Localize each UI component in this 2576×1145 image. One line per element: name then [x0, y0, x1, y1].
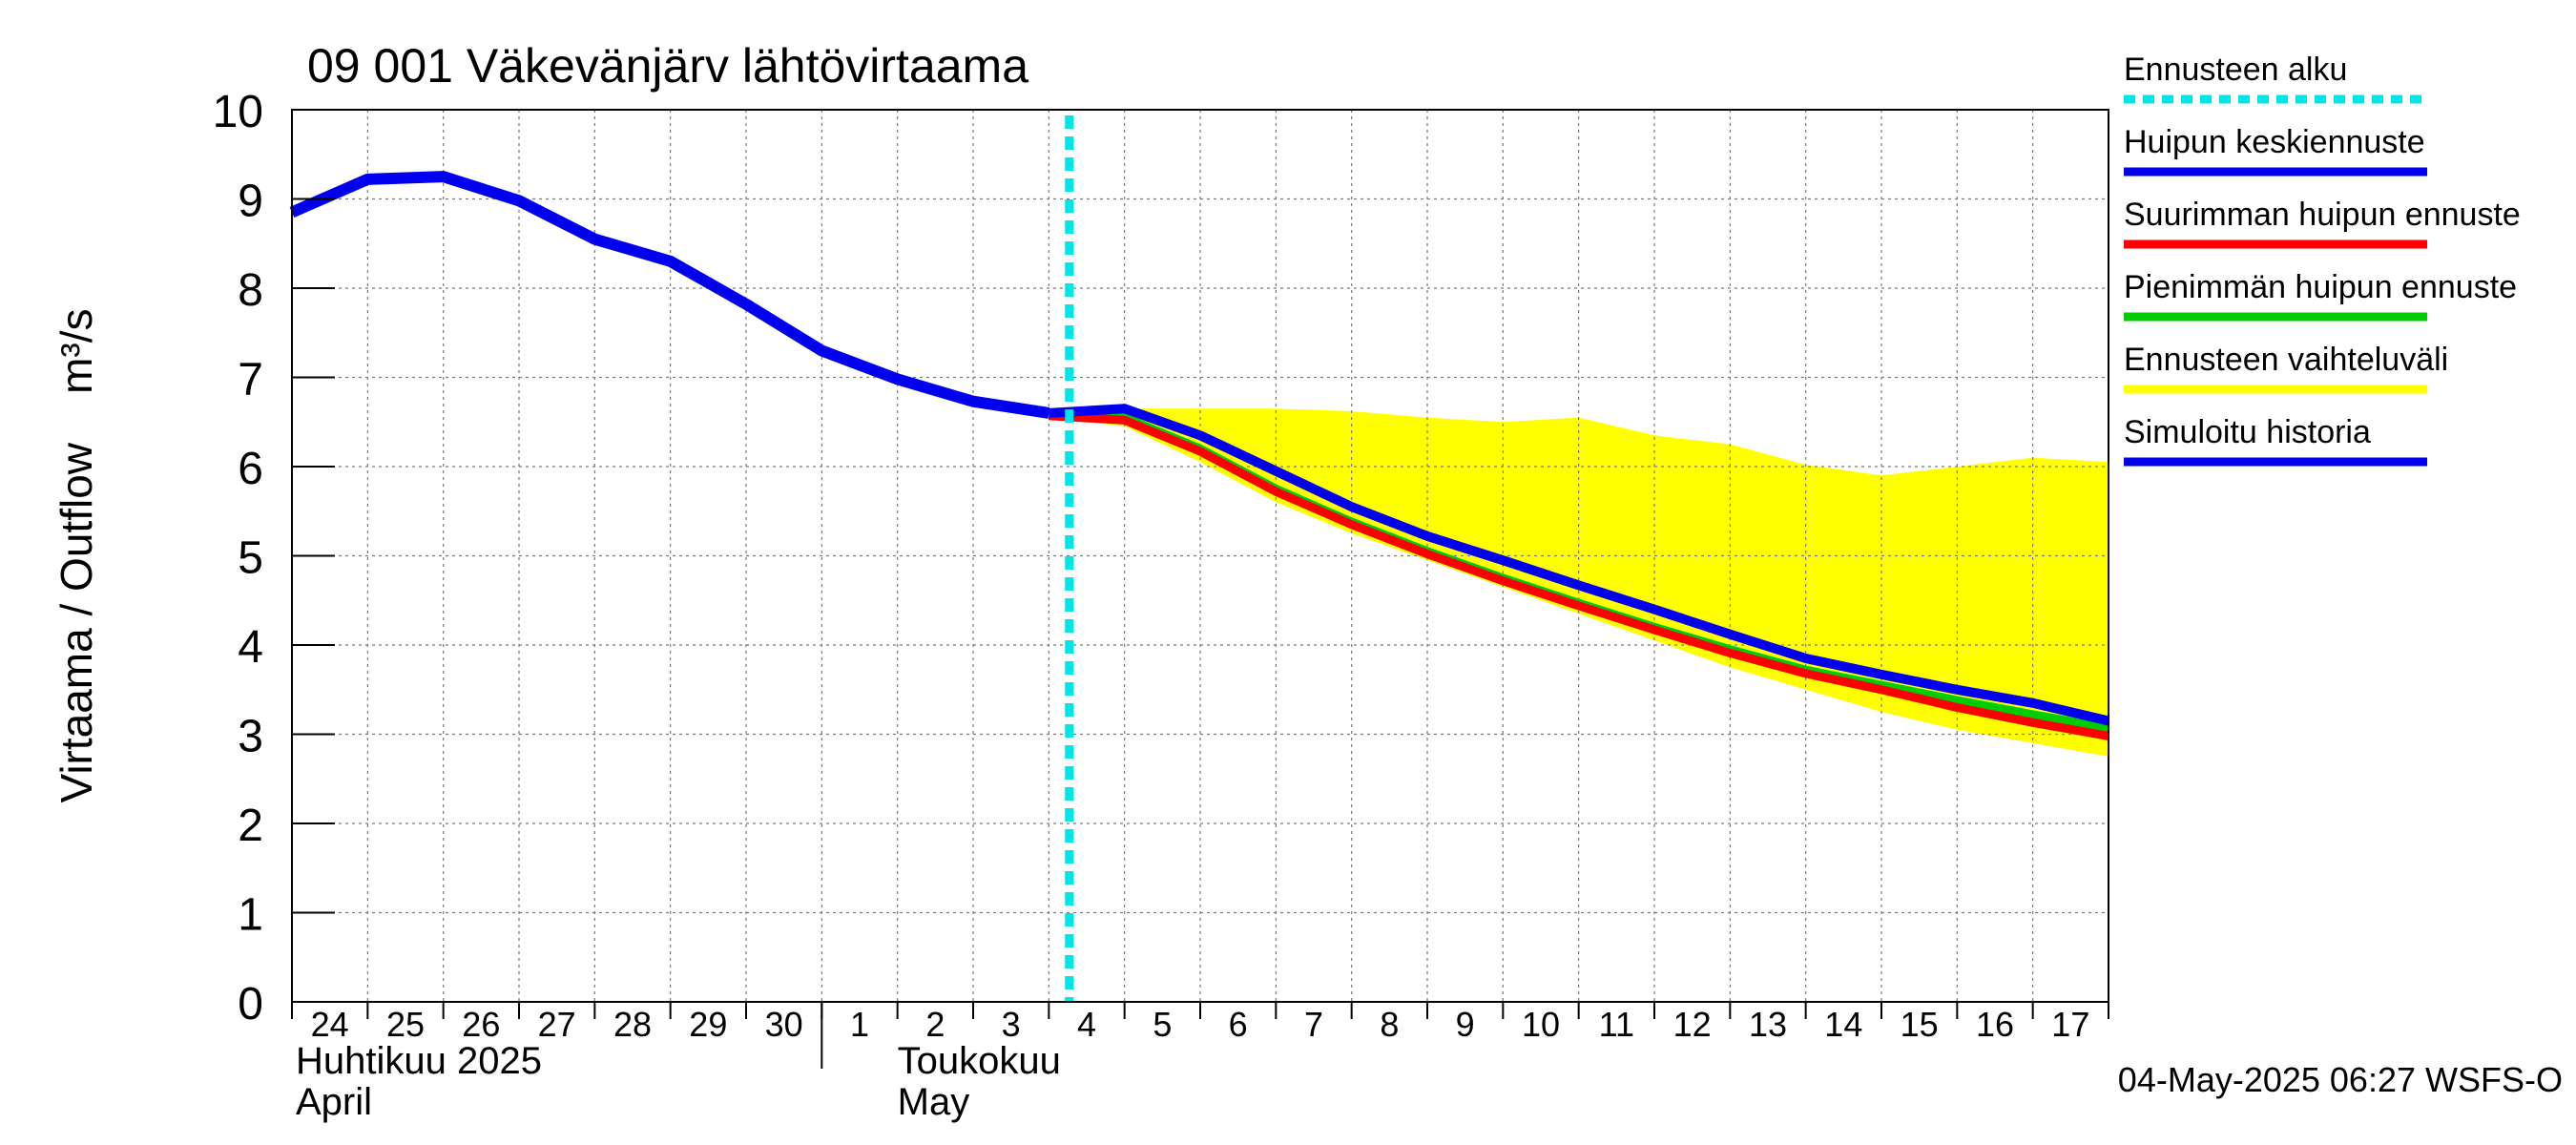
x-tick-label: 27 [538, 1005, 576, 1044]
legend-label: Ennusteen alku [2124, 52, 2347, 88]
series-layer [289, 171, 2110, 740]
chart-title: 09 001 Väkevänjärv lähtövirtaama [307, 39, 1028, 93]
series-line-simuloitu-historia [289, 171, 1050, 419]
month-label-fi: Toukokuu [898, 1040, 1061, 1082]
y-tick-label: 1 [238, 890, 263, 941]
x-tick-label: 1 [850, 1005, 869, 1044]
x-tick-label: 2 [925, 1005, 945, 1044]
x-tick-label: 24 [311, 1005, 349, 1044]
y-tick-label: 2 [238, 801, 263, 851]
grid-layer [292, 110, 2109, 1002]
legend-label: Huipun keskiennuste [2124, 124, 2425, 160]
legend-label: Simuloitu historia [2124, 414, 2371, 450]
x-tick-label: 16 [1976, 1005, 2014, 1044]
y-tick-label: 4 [238, 622, 263, 673]
x-tick-label: 4 [1077, 1005, 1096, 1044]
timestamp: 04-May-2025 06:27 WSFS-O [2118, 1060, 2563, 1099]
x-tick-label: 7 [1304, 1005, 1323, 1044]
x-tick-label: 6 [1229, 1005, 1248, 1044]
legend: Ennusteen alku Huipun keskiennuste Suurimm… [2124, 52, 2521, 467]
x-tick-label: 13 [1749, 1005, 1787, 1044]
series-line-suurimman-huipun-ennuste [1049, 411, 2109, 740]
x-tick-label: 29 [689, 1005, 727, 1044]
x-tick-label: 25 [386, 1005, 425, 1044]
x-tick-label: 15 [1901, 1005, 1939, 1044]
x-tick-label: 14 [1824, 1005, 1862, 1044]
x-tick-label: 28 [613, 1005, 652, 1044]
y-axis-label: Virtaama / Outflow m³/s [52, 308, 101, 802]
y-tick-label: 5 [238, 533, 263, 584]
x-tick-label: 30 [765, 1005, 803, 1044]
series-line-huipun-keskiennuste [1049, 404, 2110, 726]
month-label-en: May [898, 1081, 970, 1123]
x-tick-label: 5 [1153, 1005, 1172, 1044]
y-axis: 0 1 2 3 4 5 6 7 8 9 10 [213, 87, 335, 1030]
x-tick-label: 10 [1522, 1005, 1560, 1044]
y-tick-label: 3 [238, 712, 263, 762]
month-label-fi: Huhtikuu 2025 [296, 1040, 542, 1082]
legend-label: Ennusteen vaihteluväli [2124, 342, 2448, 378]
plot-area [289, 109, 2110, 1003]
y-tick-label: 8 [238, 265, 263, 316]
y-tick-label: 9 [238, 177, 263, 227]
y-tick-label: 6 [238, 444, 263, 494]
x-tick-label: 3 [1002, 1005, 1021, 1044]
x-tick-label: 11 [1599, 1005, 1634, 1044]
month-label-en: April [296, 1081, 372, 1123]
y-tick-label: 7 [238, 355, 263, 406]
x-tick-label: 26 [462, 1005, 500, 1044]
x-tick-label: 8 [1380, 1005, 1399, 1044]
x-tick-label: 12 [1673, 1005, 1712, 1044]
y-tick-label: 10 [213, 87, 263, 137]
legend-label: Suurimman huipun ennuste [2124, 197, 2521, 233]
x-tick-label: 17 [2051, 1005, 2089, 1044]
x-tick-label: 9 [1456, 1005, 1475, 1044]
x-axis: 24 25 26 27 28 29 30 1 2 3 4 5 6 7 8 9 10 11 12 13 14 15 16 17H… [291, 1002, 2109, 1123]
y-tick-label: 0 [238, 979, 263, 1030]
legend-label: Pienimmän huipun ennuste [2124, 269, 2517, 305]
